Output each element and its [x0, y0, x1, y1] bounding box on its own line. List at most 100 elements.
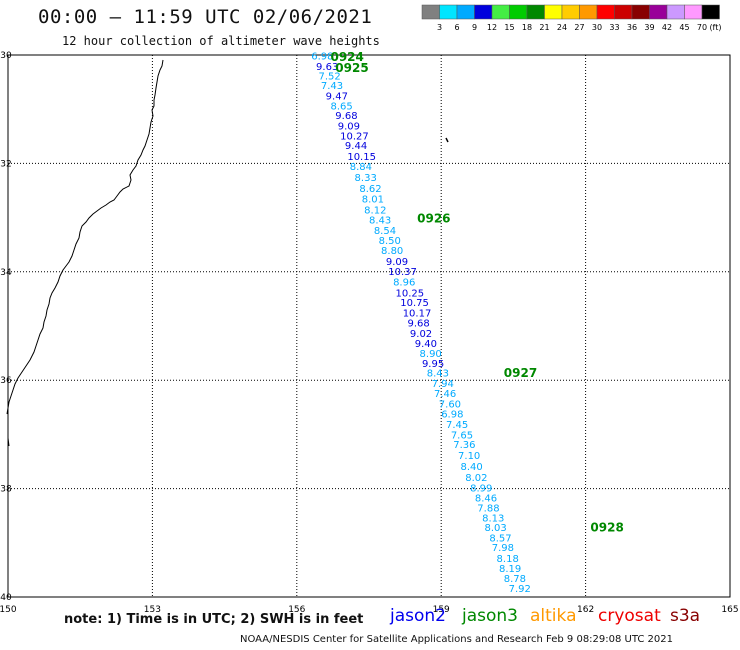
wave-height-label: 7.65: [451, 430, 473, 441]
wave-height-label: 8.99: [470, 484, 492, 495]
color-scale-label: 42: [662, 23, 672, 32]
color-scale-label: 70: [697, 23, 707, 32]
coastline: [6, 59, 449, 447]
color-swatch: [421, 4, 440, 20]
wave-height-label: 9.02: [410, 329, 432, 340]
satellite-legend-jason2: jason2: [390, 606, 446, 626]
wave-height-label: 7.46: [434, 389, 456, 400]
wave-height-label: 8.90: [420, 349, 442, 360]
lon-tick-label: 156: [288, 605, 305, 615]
color-scale-label: 24: [557, 23, 567, 32]
color-swatch: [684, 4, 703, 20]
color-scale-label: 45: [679, 23, 689, 32]
wave-height-label: 9.47: [326, 92, 348, 103]
satellite-legend-s3a: s3a: [670, 606, 701, 626]
wave-height-label: 7.98: [492, 543, 514, 554]
wave-height-label: 8.13: [482, 513, 504, 524]
lat-tick-label: 34: [0, 268, 12, 278]
wave-height-label: 9.40: [415, 339, 437, 350]
color-scale-label: 3: [437, 23, 442, 32]
lat-tick-label: 30: [0, 51, 12, 61]
color-scale-label: 12: [487, 23, 497, 32]
map-title: 00:00 — 11:59 UTC 02/06/2021: [38, 6, 373, 28]
wave-height-label: 10.37: [388, 267, 417, 278]
color-swatch: [526, 4, 545, 20]
wave-height-label: 8.12: [364, 206, 386, 217]
color-scale-label: 27: [574, 23, 584, 32]
footer-credit: NOAA/NESDIS Center for Satellite Applica…: [240, 634, 673, 645]
wave-height-label: 8.57: [489, 533, 511, 544]
color-swatch: [544, 4, 563, 20]
track-time-label: 0926: [417, 212, 450, 226]
wave-height-label: 8.43: [369, 215, 391, 226]
color-swatch: [614, 4, 633, 20]
color-swatch: [666, 4, 685, 20]
lat-tick-label: 38: [0, 485, 12, 495]
color-swatch: [474, 4, 493, 20]
wave-height-label: 9.95: [422, 359, 444, 370]
color-swatch: [579, 4, 598, 20]
track-time-label: 0925: [335, 61, 368, 75]
wave-height-label: 10.27: [340, 131, 369, 142]
color-swatch: [509, 4, 528, 20]
wave-height-label: 7.94: [432, 379, 454, 390]
wave-height-label: 8.50: [379, 236, 401, 247]
wave-height-label: 9.68: [408, 318, 430, 329]
color-scale-legend: 3 6 9 12 15 18 21 24 27 30 33 36 39 42 45 70 (ft): [421, 4, 722, 32]
coastline-path: [6, 59, 164, 415]
wave-height-label: 8.19: [499, 564, 521, 575]
lat-tick-label: 40: [0, 593, 12, 603]
color-swatch: [561, 4, 580, 20]
wave-height-label: 7.45: [446, 420, 468, 431]
wave-height-label: 8.80: [381, 246, 403, 257]
wave-height-label: 7.52: [318, 72, 340, 83]
footer-note: note: 1) Time is in UTC; 2) SWH is in fe…: [64, 612, 364, 627]
wave-height-label: 7.43: [321, 81, 343, 92]
wave-height-label: 8.43: [427, 369, 449, 380]
color-scale-label: 21: [539, 23, 549, 32]
wave-height-label: 8.96: [393, 278, 415, 289]
track-time-label: 0927: [504, 366, 537, 380]
lon-tick-label: 153: [144, 605, 161, 615]
wave-height-label: 9.09: [338, 122, 360, 133]
wave-height-label: 9.09: [386, 257, 408, 268]
color-swatch: [456, 4, 475, 20]
lon-tick-label: 159: [433, 605, 450, 615]
wave-height-label: 7.10: [458, 451, 480, 462]
color-swatch: [649, 4, 668, 20]
color-swatch: [491, 4, 510, 20]
wave-height-label: 9.63: [316, 62, 338, 73]
wave-height-label: 6.98: [311, 52, 333, 63]
wave-height-label: 8.65: [330, 101, 352, 112]
coast-fragment: [7, 437, 10, 447]
wave-height-label: 8.46: [475, 493, 497, 504]
island-mark: [445, 137, 449, 143]
lon-tick-label: 150: [0, 605, 17, 615]
wave-height-label: 8.62: [359, 184, 381, 195]
lat-tick-label: 32: [0, 159, 11, 169]
wave-height-label: 7.36: [453, 440, 475, 451]
satellite-legend-altika: altika: [530, 606, 577, 626]
lon-tick-label: 165: [721, 605, 738, 615]
wave-height-label: 8.40: [460, 462, 482, 473]
color-swatch: [631, 4, 650, 20]
wave-height-label: 7.92: [509, 584, 531, 595]
color-scale-label: 30: [592, 23, 602, 32]
color-swatch: [596, 4, 615, 20]
lon-tick-label: 162: [577, 605, 594, 615]
color-scale-label: 6: [454, 23, 459, 32]
wave-height-label: 8.54: [374, 226, 396, 237]
track-time-label: 0924: [330, 50, 363, 64]
wave-height-label: 7.88: [477, 504, 499, 515]
wave-height-label: 6.98: [441, 409, 463, 420]
wave-height-label: 10.25: [395, 288, 424, 299]
wave-height-label: 10.15: [347, 152, 376, 163]
wave-height-label: 8.84: [350, 162, 372, 173]
wave-height-label: 9.44: [345, 141, 367, 152]
wave-height-label: 8.03: [485, 523, 507, 534]
wave-height-label: 8.18: [497, 554, 519, 565]
color-scale-unit: (ft): [709, 23, 721, 32]
lat-lon-grid: 30 32 34 36 38 40 150 153 156 159 162 165: [0, 51, 739, 615]
